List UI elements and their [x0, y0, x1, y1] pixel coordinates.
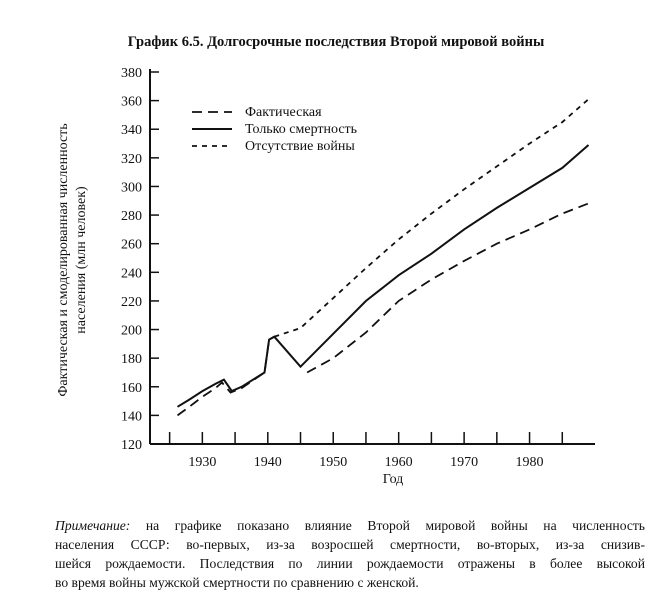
note-line-3: шейся рождаемости. Последствия по линии …: [55, 556, 645, 571]
y-axis-label: Фактическая и смоделированная численност…: [56, 123, 89, 396]
y-axis-label-line-1: Фактическая и смоделированная численност…: [56, 123, 71, 396]
note-label: Примечание:: [55, 518, 131, 533]
x-tick-label: 1960: [385, 455, 413, 470]
legend-label: Отсутствие войны: [245, 139, 355, 154]
y-tick-label: 180: [121, 352, 142, 367]
note-line-1: Примечание: на графике показано влияние …: [55, 516, 645, 535]
y-tick-label: 200: [121, 324, 142, 339]
y-tick-label: 340: [121, 123, 142, 138]
y-tick-label: 220: [121, 295, 142, 310]
y-tick-label: 380: [121, 66, 142, 81]
legend-label: Фактическая: [245, 105, 322, 120]
series-line-solid: [176, 144, 590, 408]
y-tick-label: 120: [121, 438, 142, 453]
x-tick-label: 1950: [319, 455, 347, 470]
note-text-1: на графике показано влияние Второй миров…: [130, 518, 645, 533]
series-line-short-dash: [274, 98, 590, 338]
chart-note: Примечание: на графике показано влияние …: [55, 516, 645, 592]
y-tick-label: 140: [121, 409, 142, 424]
note-line-4: во время войны мужской смертности по сра…: [55, 575, 419, 590]
y-tick-label: 320: [121, 152, 142, 167]
legend: Фактическая Только смертность Отсутствие в…: [192, 105, 357, 154]
line-chart: 120 140 160 180 200 220 240 260 280 300 320 340 360 3…: [56, 66, 595, 487]
series-lines: [176, 98, 593, 417]
x-tick-label: 1970: [450, 455, 478, 470]
x-tick-label: 1930: [188, 455, 216, 470]
chart-title: График 6.5. Долгосрочные последствия Вто…: [127, 34, 545, 50]
y-tick-label: 240: [121, 266, 142, 281]
x-tick-label: 1980: [516, 455, 544, 470]
y-tick-label: 280: [121, 209, 142, 224]
y-tick-label: 160: [121, 381, 142, 396]
x-tick-label: 1940: [254, 455, 282, 470]
y-tick-label: 260: [121, 238, 142, 253]
y-tick-label: 360: [121, 95, 142, 110]
series-line-long-dash: [306, 201, 593, 374]
legend-label: Только смертность: [245, 122, 357, 137]
note-line-2: населения СССР: во-первых, из-за возросш…: [55, 537, 645, 552]
y-axis-label-line-2: населения (млн человек): [74, 186, 89, 334]
series-line-long-dash: [176, 335, 275, 417]
y-tick-label: 300: [121, 180, 142, 195]
axes: 120 140 160 180 200 220 240 260 280 300 320 340 360 3…: [121, 66, 595, 470]
x-axis-label: Год: [383, 472, 404, 487]
